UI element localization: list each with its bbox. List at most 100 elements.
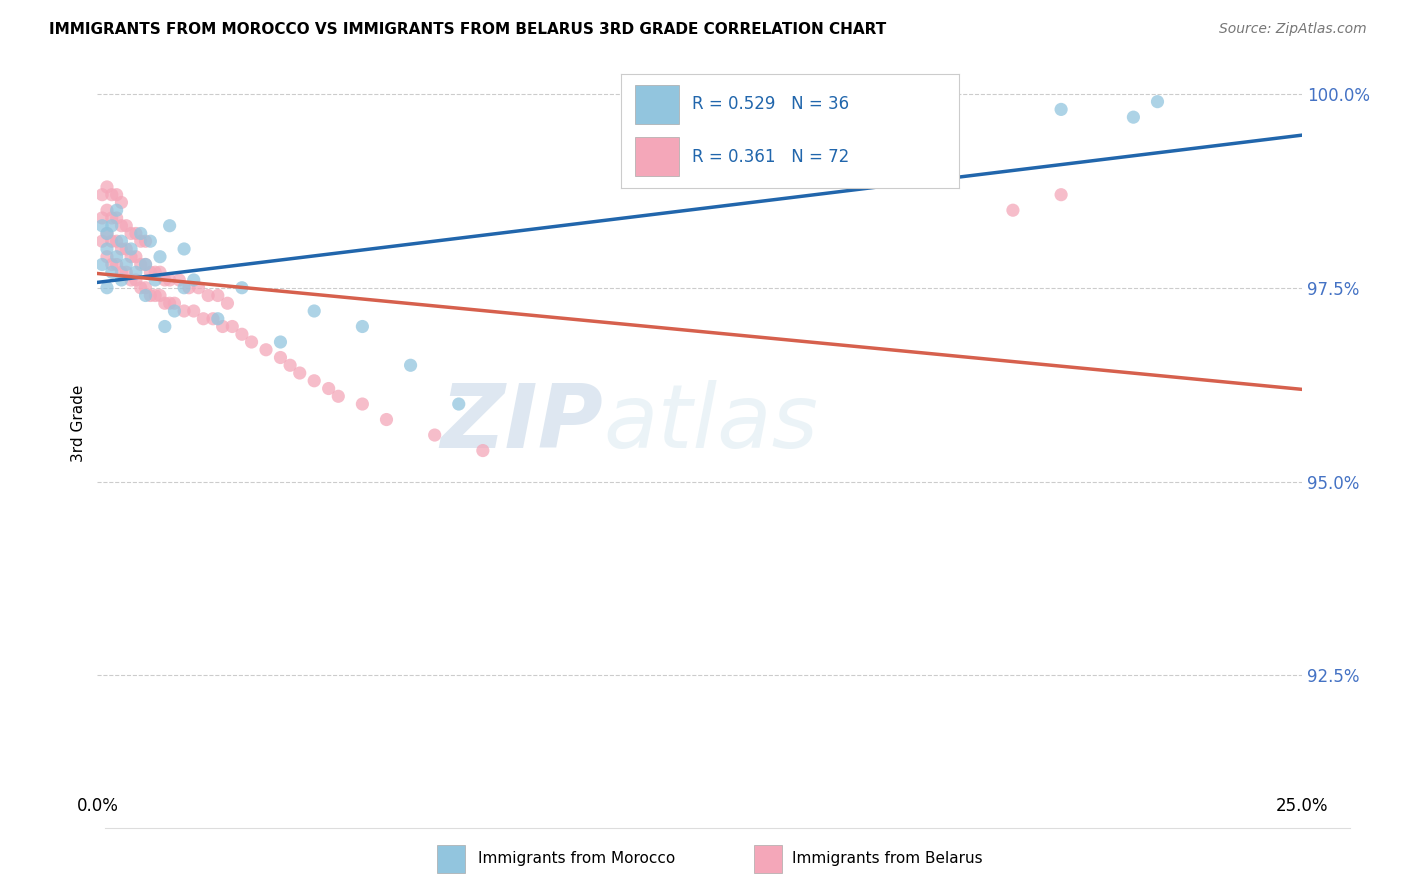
Text: Source: ZipAtlas.com: Source: ZipAtlas.com [1219, 22, 1367, 37]
Point [143, 265, 166, 279]
Point [231, 327, 253, 342]
Point [318, 382, 340, 396]
Point [1146, 95, 1168, 109]
Point [183, 304, 205, 318]
Point [96, 250, 118, 264]
Point [269, 334, 291, 349]
Point [101, 187, 124, 202]
Point [163, 296, 186, 310]
Point [110, 265, 132, 279]
Point [96, 227, 118, 241]
Point [96, 227, 118, 241]
Point [153, 296, 176, 310]
Point [139, 265, 162, 279]
Point [110, 273, 132, 287]
Point [105, 234, 128, 248]
Point [149, 265, 172, 279]
Point [288, 366, 311, 380]
Point [375, 412, 398, 426]
Point [115, 257, 138, 271]
Point [96, 281, 118, 295]
Point [1050, 187, 1073, 202]
Point [105, 203, 128, 218]
Point [91, 219, 114, 233]
Point [129, 227, 152, 241]
Point [447, 397, 470, 411]
Point [149, 250, 172, 264]
Point [187, 281, 209, 295]
Point [217, 296, 239, 310]
Point [153, 273, 176, 287]
Point [105, 211, 128, 225]
Point [101, 257, 124, 271]
Point [207, 288, 229, 302]
Point [129, 281, 152, 295]
Point [211, 319, 233, 334]
Point [159, 296, 181, 310]
Text: IMMIGRANTS FROM MOROCCO VS IMMIGRANTS FROM BELARUS 3RD GRADE CORRELATION CHART: IMMIGRANTS FROM MOROCCO VS IMMIGRANTS FR… [49, 22, 886, 37]
Point [125, 265, 148, 279]
Point [1122, 110, 1144, 124]
Point [201, 311, 224, 326]
Point [423, 428, 446, 442]
Point [254, 343, 277, 357]
Point [135, 234, 157, 248]
Text: Immigrants from Morocco: Immigrants from Morocco [478, 851, 675, 865]
Point [101, 211, 124, 225]
Point [163, 304, 186, 318]
Point [120, 227, 142, 241]
Point [115, 219, 138, 233]
Point [471, 443, 494, 458]
Text: atlas: atlas [603, 380, 818, 467]
Point [135, 281, 157, 295]
Point [101, 234, 124, 248]
Point [149, 288, 172, 302]
Point [135, 257, 157, 271]
Point [269, 351, 291, 365]
Point [193, 311, 215, 326]
Point [231, 281, 253, 295]
Point [302, 374, 325, 388]
Text: ZIP: ZIP [440, 380, 603, 467]
FancyBboxPatch shape [754, 846, 782, 872]
Point [139, 234, 162, 248]
Point [96, 242, 118, 256]
Point [135, 257, 157, 271]
Point [91, 257, 114, 271]
Text: Immigrants from Belarus: Immigrants from Belarus [792, 851, 983, 865]
Point [1001, 203, 1024, 218]
Point [96, 203, 118, 218]
Point [110, 242, 132, 256]
Point [101, 219, 124, 233]
Point [125, 273, 148, 287]
Point [173, 281, 195, 295]
Point [105, 250, 128, 264]
Point [135, 288, 157, 302]
Point [96, 180, 118, 194]
FancyBboxPatch shape [437, 846, 465, 872]
Point [328, 389, 350, 403]
Point [173, 242, 195, 256]
Point [221, 319, 243, 334]
Point [352, 397, 374, 411]
Point [105, 187, 128, 202]
Point [120, 242, 142, 256]
Point [302, 304, 325, 318]
Point [183, 273, 205, 287]
Point [129, 257, 152, 271]
Point [177, 281, 200, 295]
Point [129, 234, 152, 248]
Point [139, 288, 162, 302]
Point [125, 250, 148, 264]
Point [169, 273, 191, 287]
Point [197, 288, 219, 302]
Point [120, 250, 142, 264]
Point [240, 334, 263, 349]
Point [207, 311, 229, 326]
Point [115, 265, 138, 279]
Point [110, 219, 132, 233]
Point [105, 257, 128, 271]
Point [159, 219, 181, 233]
Point [120, 273, 142, 287]
Point [115, 242, 138, 256]
